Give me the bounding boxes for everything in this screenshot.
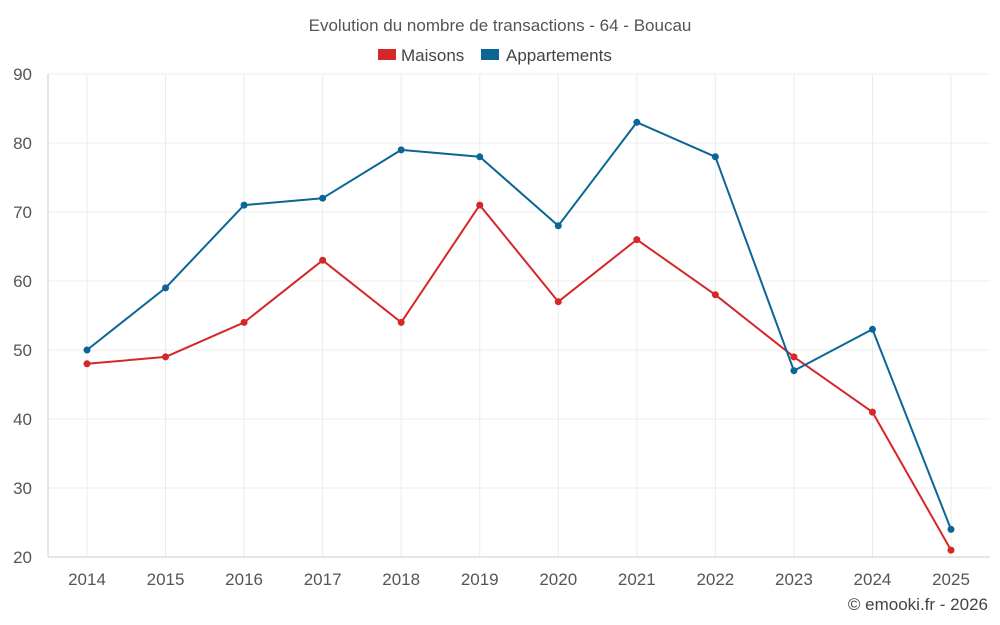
legend-swatch	[378, 49, 396, 60]
data-point[interactable]	[790, 353, 798, 361]
legend-item-maisons[interactable]: Maisons	[378, 46, 464, 65]
x-tick-label: 2015	[147, 570, 185, 589]
x-tick-label: 2014	[68, 570, 106, 589]
data-point[interactable]	[554, 222, 562, 230]
tick-labels: 20 30 40 50 60 70 80 90 2014 2015 2016 2017 2018 2019…	[13, 65, 970, 589]
data-point[interactable]	[868, 408, 876, 416]
x-tick-label: 2021	[618, 570, 656, 589]
x-tick-label: 2020	[539, 570, 577, 589]
data-point[interactable]	[397, 318, 405, 326]
series	[83, 118, 955, 554]
x-tick-label: 2016	[225, 570, 263, 589]
y-tick-label: 50	[13, 341, 32, 360]
x-tick-label: 2023	[775, 570, 813, 589]
y-tick-label: 30	[13, 479, 32, 498]
data-point[interactable]	[554, 298, 562, 306]
grid-lines	[48, 73, 990, 557]
data-point[interactable]	[83, 346, 91, 354]
data-point[interactable]	[711, 291, 719, 299]
x-tick-label: 2024	[854, 570, 892, 589]
y-tick-label: 90	[13, 65, 32, 84]
series-appartements	[83, 118, 955, 533]
series-maisons	[83, 201, 955, 554]
x-tick-label: 2017	[304, 570, 342, 589]
data-point[interactable]	[397, 146, 405, 154]
credit-text: © emooki.fr - 2026	[848, 595, 988, 614]
data-point[interactable]	[162, 353, 170, 361]
chart-title: Evolution du nombre de transactions - 64…	[309, 16, 692, 35]
data-point[interactable]	[711, 153, 719, 161]
data-point[interactable]	[240, 201, 248, 209]
data-point[interactable]	[947, 525, 955, 533]
y-tick-label: 70	[13, 203, 32, 222]
data-point[interactable]	[476, 201, 484, 209]
data-point[interactable]	[240, 318, 248, 326]
data-point[interactable]	[633, 236, 641, 244]
data-point[interactable]	[319, 194, 327, 202]
x-tick-label: 2019	[461, 570, 499, 589]
series-line	[86, 121, 952, 530]
data-point[interactable]	[868, 325, 876, 333]
legend: Maisons Appartements	[378, 46, 612, 65]
axes	[47, 74, 990, 558]
y-tick-label: 60	[13, 272, 32, 291]
data-point[interactable]	[947, 546, 955, 554]
legend-label: Appartements	[506, 46, 612, 65]
y-tick-label: 20	[13, 548, 32, 567]
data-point[interactable]	[790, 367, 798, 375]
y-tick-label: 40	[13, 410, 32, 429]
x-tick-label: 2022	[696, 570, 734, 589]
y-tick-label: 80	[13, 134, 32, 153]
data-point[interactable]	[476, 153, 484, 161]
legend-swatch	[481, 49, 499, 60]
series-line	[86, 204, 952, 551]
legend-item-appartements[interactable]: Appartements	[481, 46, 612, 65]
legend-label: Maisons	[401, 46, 464, 65]
data-point[interactable]	[319, 256, 327, 264]
data-point[interactable]	[83, 360, 91, 368]
data-point[interactable]	[162, 284, 170, 292]
x-tick-label: 2025	[932, 570, 970, 589]
data-point[interactable]	[633, 118, 641, 126]
x-tick-label: 2018	[382, 570, 420, 589]
